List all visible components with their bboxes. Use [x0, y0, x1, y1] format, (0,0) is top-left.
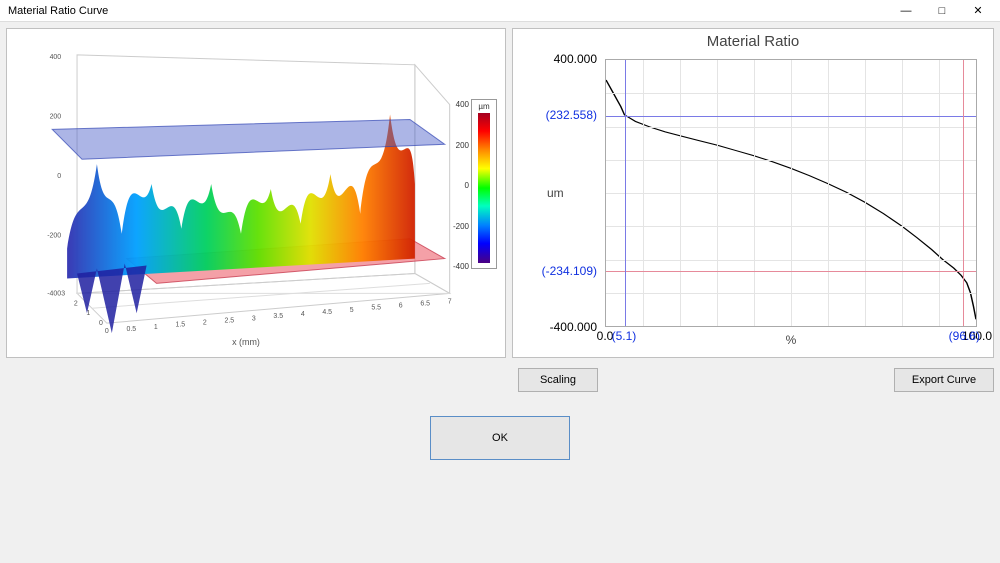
colorbar-gradient [478, 113, 490, 263]
svg-text:5: 5 [350, 307, 354, 314]
material-ratio-panel: Material Ratio um 400.000-400.000(232.55… [512, 28, 994, 358]
svg-text:2: 2 [203, 320, 207, 327]
lower-threshold-line[interactable] [606, 271, 976, 272]
ok-button-row: OK [0, 392, 1000, 460]
svg-text:0: 0 [99, 320, 103, 327]
ok-button[interactable]: OK [430, 416, 570, 460]
right-threshold-line[interactable] [963, 60, 964, 326]
svg-text:5.5: 5.5 [371, 305, 381, 312]
svg-text:-400: -400 [47, 290, 61, 297]
y-marker-label: (-234.109) [542, 264, 597, 278]
svg-text:7: 7 [448, 298, 452, 305]
surface-plot-panel: 400 200 0 -200 -400 0 0.5 1 1.5 2 2.5 3 3.5 4 4.5… [6, 28, 506, 358]
close-button[interactable]: ✕ [960, 0, 996, 22]
svg-text:200: 200 [50, 113, 62, 120]
surface-valleys [77, 264, 147, 334]
x-axis-unit: % [786, 333, 797, 347]
titlebar: Material Ratio Curve — □ ✕ [0, 0, 1000, 22]
svg-text:1: 1 [154, 324, 158, 331]
svg-text:6: 6 [399, 303, 403, 310]
scaling-button[interactable]: Scaling [518, 368, 598, 392]
window-title: Material Ratio Curve [8, 5, 888, 17]
svg-text:2: 2 [74, 300, 78, 307]
svg-text:2.5: 2.5 [224, 317, 234, 324]
svg-text:4: 4 [301, 311, 305, 318]
svg-text:0: 0 [105, 328, 109, 335]
minimize-button[interactable]: — [888, 0, 924, 22]
svg-text:-200: -200 [47, 233, 61, 240]
svg-text:0.5: 0.5 [127, 326, 137, 333]
surface-plot[interactable]: 400 200 0 -200 -400 0 0.5 1 1.5 2 2.5 3 3.5 4 4.5… [17, 35, 465, 349]
colorbar: µm [471, 99, 497, 269]
y-axis-unit: um [547, 186, 564, 200]
x-axis-label-3d: x (mm) [232, 337, 260, 347]
chart-area[interactable] [605, 59, 977, 327]
action-button-row: Scaling Export Curve [0, 364, 1000, 392]
main-content: 400 200 0 -200 -400 0 0.5 1 1.5 2 2.5 3 3.5 4 4.5… [0, 22, 1000, 364]
x-marker-label: (96.6) [949, 329, 980, 343]
y-tick-label: -400.000 [550, 320, 597, 334]
y-marker-label: (232.558) [546, 108, 597, 122]
svg-text:1: 1 [86, 310, 90, 317]
svg-text:1.5: 1.5 [175, 322, 185, 329]
export-curve-button[interactable]: Export Curve [894, 368, 994, 392]
upper-threshold-line[interactable] [606, 116, 976, 117]
colorbar-ticks: 4002000-200-400 [449, 101, 469, 271]
colorbar-unit: µm [474, 102, 494, 111]
left-threshold-line[interactable] [625, 60, 626, 326]
svg-text:3.5: 3.5 [273, 313, 283, 320]
svg-text:6.5: 6.5 [420, 300, 430, 307]
svg-text:4.5: 4.5 [322, 309, 332, 316]
x-marker-label: (5.1) [612, 329, 637, 343]
x-axis-labels: % 0.0100.0(5.1)(96.6) [605, 329, 977, 349]
svg-text:400: 400 [50, 54, 62, 61]
svg-text:3: 3 [61, 290, 65, 297]
svg-text:3: 3 [252, 315, 256, 322]
y-axis-labels: um 400.000-400.000(232.558)(-234.109) [519, 59, 601, 327]
maximize-button[interactable]: □ [924, 0, 960, 22]
svg-text:0: 0 [57, 173, 61, 180]
y-tick-label: 400.000 [554, 52, 597, 66]
